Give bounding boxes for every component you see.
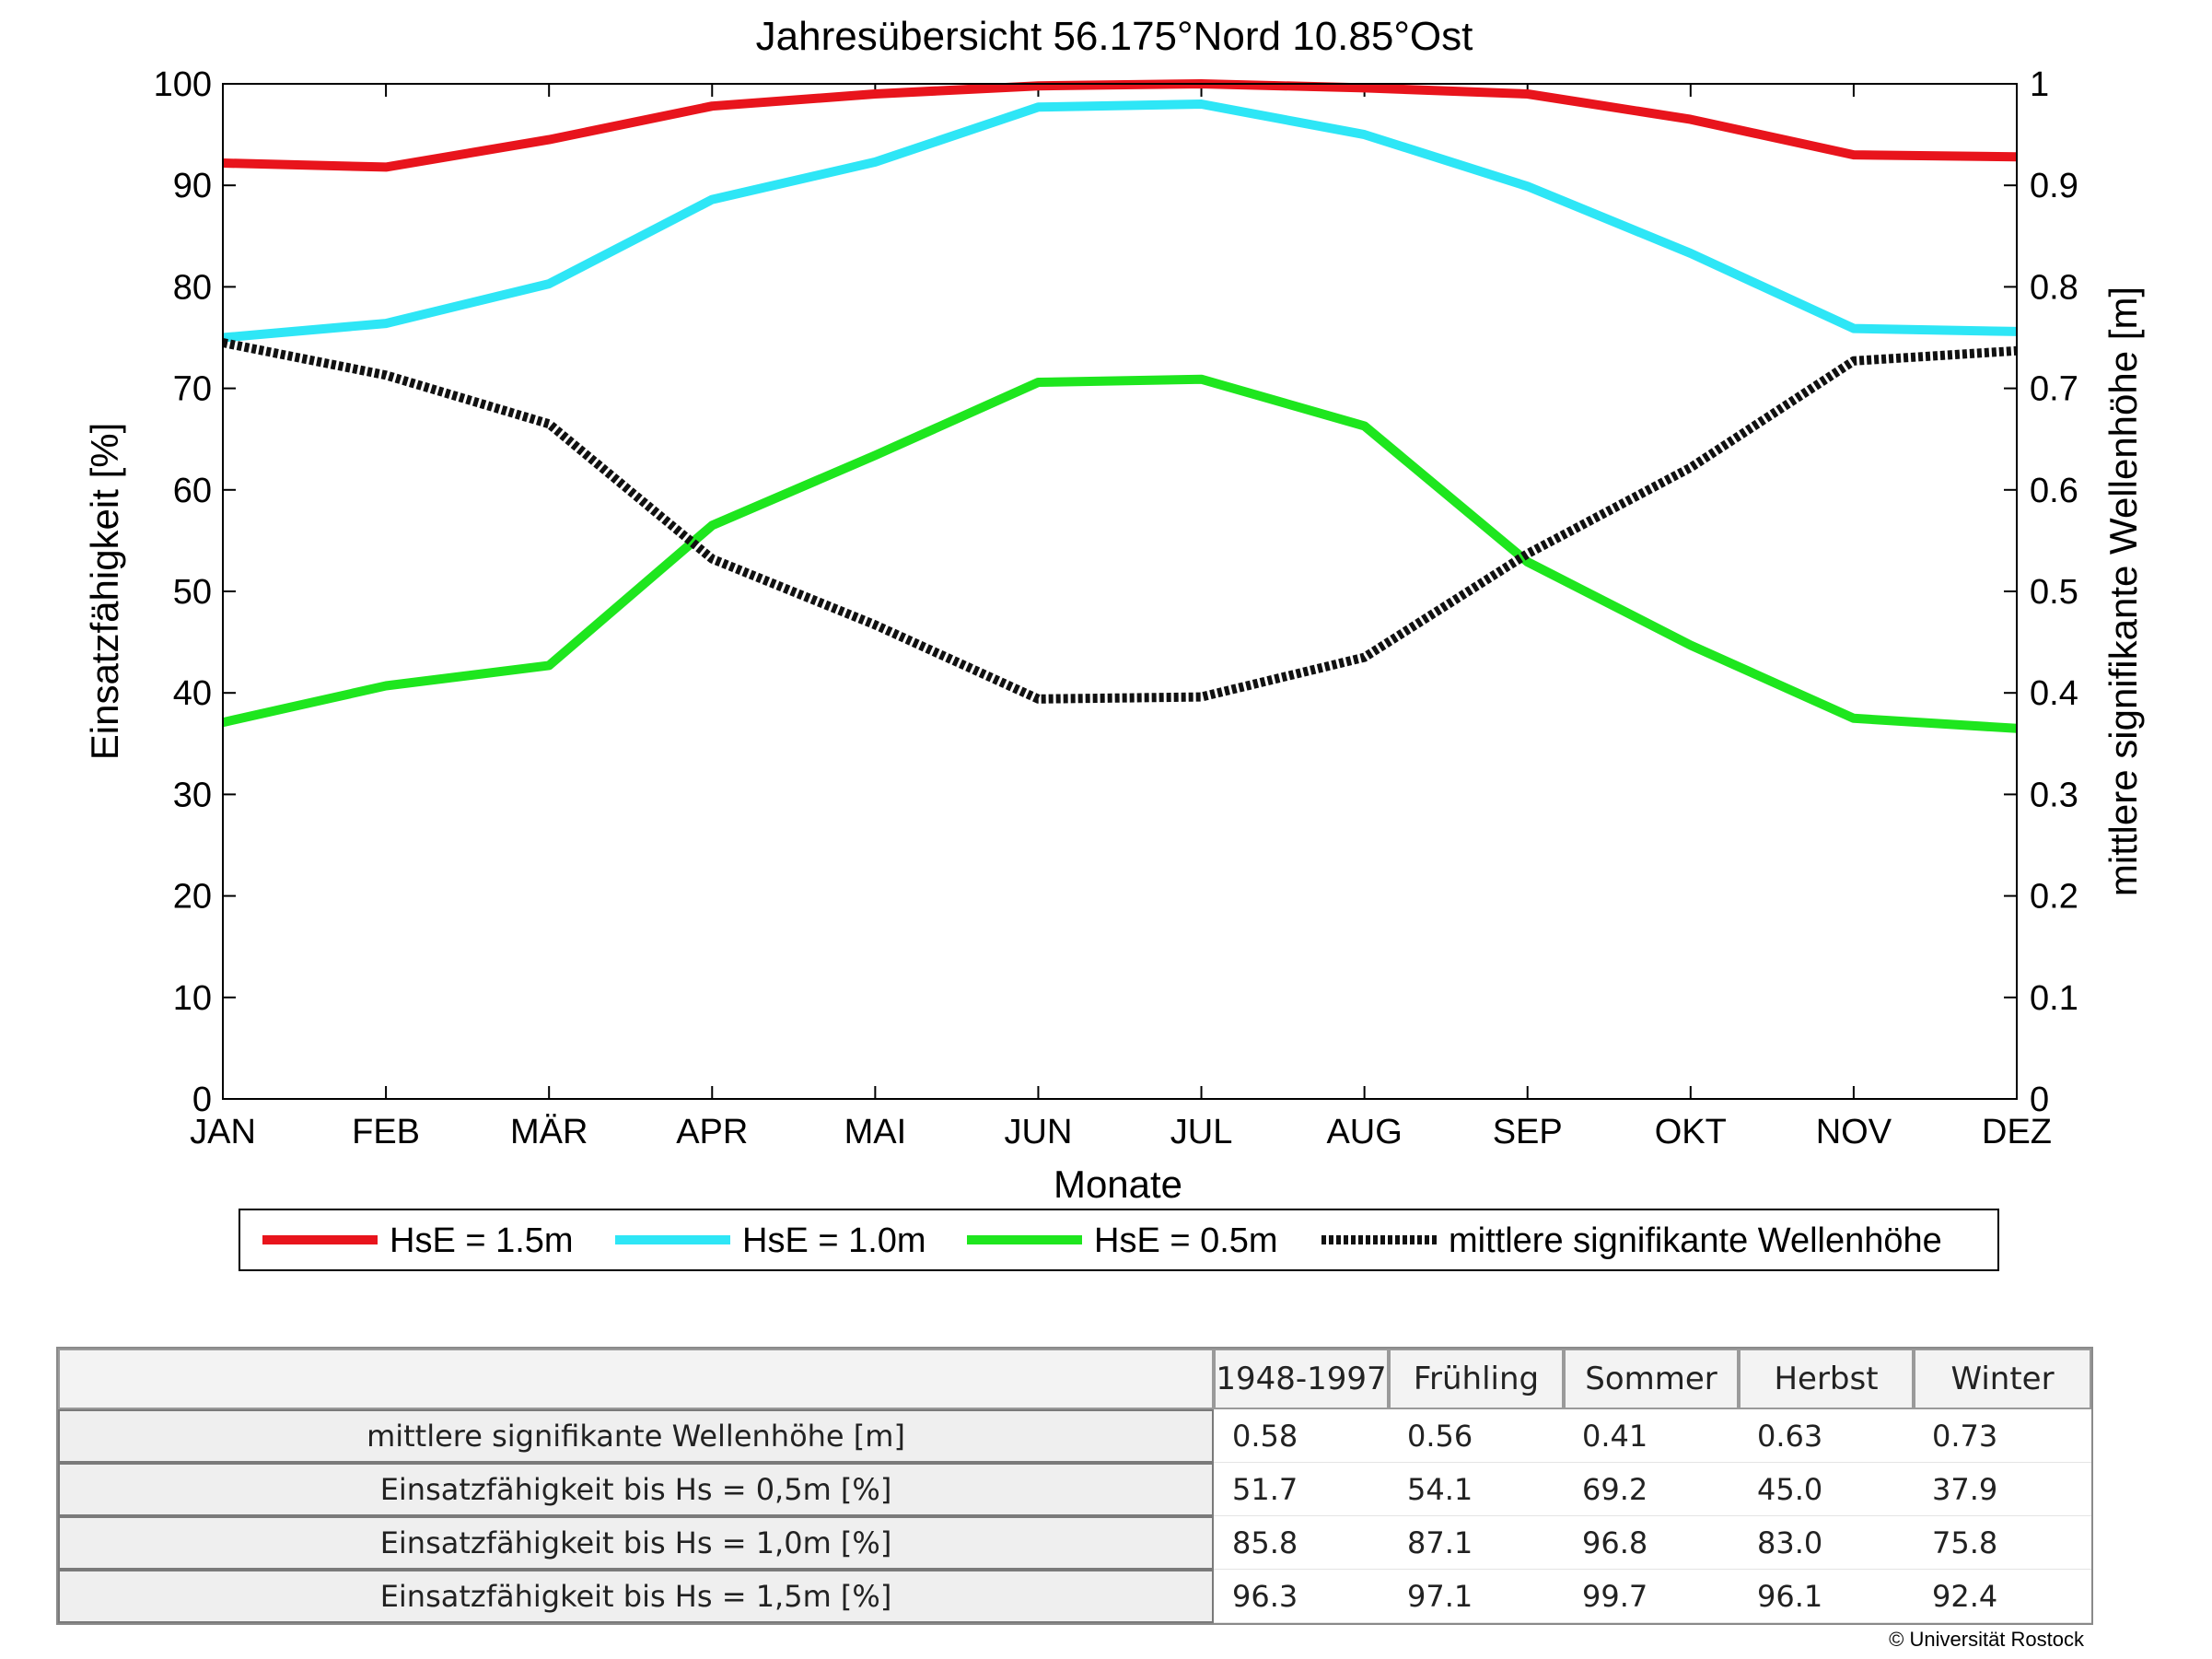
x-tick-label: MÄR (510, 1113, 588, 1151)
table-row: Einsatzfähigkeit bis Hs = 1,5m [%] 96.3 … (58, 1570, 2091, 1623)
y-tick-label-left: 50 (173, 573, 212, 612)
y-tick-label-right: 0.5 (2030, 573, 2078, 612)
table-cell: 96.3 (1214, 1570, 1389, 1623)
x-tick-label: JUL (1170, 1113, 1233, 1151)
y-tick-label-left: 30 (173, 776, 212, 814)
y-tick-label-left: 10 (173, 979, 212, 1018)
row-header: Einsatzfähigkeit bis Hs = 0,5m [%] (58, 1463, 1214, 1516)
y-tick-label-right: 0.8 (2030, 268, 2078, 307)
legend-label: HsE = 0.5m (1094, 1221, 1278, 1260)
y-tick-label-right: 0.4 (2030, 674, 2078, 713)
x-tick-label: NOV (1816, 1113, 1892, 1151)
x-tick-label: FEB (352, 1113, 420, 1151)
y-tick-label-left: 20 (173, 878, 212, 917)
table-cell: 92.4 (1914, 1570, 2091, 1623)
y-tick-label-right: 0.7 (2030, 370, 2078, 409)
table-cell: 0.73 (1914, 1409, 2091, 1463)
table-row: Einsatzfähigkeit bis Hs = 0,5m [%] 51.7 … (58, 1463, 2091, 1516)
wave-chart: Jahresübersicht 56.175°Nord 10.85°Ost JA… (83, 14, 2145, 1271)
x-tick-label: APR (676, 1113, 748, 1151)
column-header: Frühling (1389, 1349, 1564, 1409)
table-header-row: 1948-1997 Frühling Sommer Herbst Winter (58, 1349, 2091, 1409)
y-tick-label-right: 0.1 (2030, 979, 2078, 1018)
table-cell: 75.8 (1914, 1516, 2091, 1570)
column-header: Herbst (1739, 1349, 1914, 1409)
x-tick-label: MAI (844, 1113, 907, 1151)
row-header: Einsatzfähigkeit bis Hs = 1,0m [%] (58, 1516, 1214, 1570)
table-cell: 37.9 (1914, 1463, 2091, 1516)
table-cell: 69.2 (1564, 1463, 1739, 1516)
legend-label: HsE = 1.0m (742, 1221, 926, 1260)
legend: HsE = 1.5m HsE = 1.0m HsE = 0.5m mittlere s… (239, 1209, 1999, 1271)
y-tick-label-right: 0.3 (2030, 776, 2078, 814)
table-cell: 51.7 (1214, 1463, 1389, 1516)
series-line-hse-0-5m (221, 374, 2018, 733)
statistics-table: 1948-1997 Frühling Sommer Herbst Winter … (56, 1347, 2093, 1625)
y-tick-label-right: 0.9 (2030, 167, 2078, 205)
table-cell: 83.0 (1739, 1516, 1914, 1570)
table-cell: 97.1 (1389, 1570, 1564, 1623)
legend-label: HsE = 1.5m (390, 1221, 574, 1260)
table-cell: 45.0 (1739, 1463, 1914, 1516)
y-tick-label-right: 0.2 (2030, 878, 2078, 917)
column-header: 1948-1997 (1214, 1349, 1389, 1409)
y-axis-label-left: Einsatzfähigkeit [%] (83, 423, 126, 761)
table-cell: 87.1 (1389, 1516, 1564, 1570)
tick-layer: JAN FEB MÄR APR MAI JUN JUL AUG SEP OKT NOV DEZ0102… (154, 65, 2078, 1151)
y-tick-label-right: 0.6 (2030, 472, 2078, 510)
y-axis-label-right: mittlere signifikante Wellenhöhe [m] (2101, 286, 2145, 896)
table-cell: 96.1 (1739, 1570, 1914, 1623)
x-tick-label: DEZ (1982, 1113, 2052, 1151)
y-tick-label-left: 100 (154, 65, 212, 104)
table-cell: 99.7 (1564, 1570, 1739, 1623)
y-tick-label-left: 60 (173, 472, 212, 510)
series-line-mittlere-signifikante-wellenh-he (222, 338, 2018, 704)
y-tick-label-left: 90 (173, 167, 212, 205)
x-tick-label: OKT (1655, 1113, 1727, 1151)
y-tick-label-right: 1 (2030, 65, 2049, 104)
legend-label: mittlere signifikante Wellenhöhe (1449, 1221, 1942, 1260)
x-axis-label: Monate (1054, 1162, 1182, 1206)
chart-title: Jahresübersicht 56.175°Nord 10.85°Ost (756, 14, 1473, 59)
table-cell: 0.63 (1739, 1409, 1914, 1463)
copyright-notice: © Universität Rostock (1889, 1628, 2084, 1651)
x-tick-label: AUG (1326, 1113, 1402, 1151)
series-layer (221, 79, 2018, 733)
legend-frame (239, 1209, 1999, 1271)
column-header: Sommer (1564, 1349, 1739, 1409)
table-row: mittlere signifikante Wellenhöhe [m] 0.5… (58, 1409, 2091, 1463)
table-corner-cell (58, 1349, 1214, 1409)
y-tick-label-left: 40 (173, 674, 212, 713)
y-tick-label-right: 0 (2030, 1081, 2049, 1119)
y-tick-label-left: 70 (173, 370, 212, 409)
x-tick-label: JAN (190, 1113, 256, 1151)
table-cell: 0.41 (1564, 1409, 1739, 1463)
series-line-hse-1-0m (222, 99, 2018, 343)
table-cell: 0.56 (1389, 1409, 1564, 1463)
column-header: Winter (1914, 1349, 2091, 1409)
table-cell: 54.1 (1389, 1463, 1564, 1516)
x-tick-label: JUN (1005, 1113, 1073, 1151)
series-line-hse-1-5m (222, 79, 2018, 172)
y-tick-label-left: 80 (173, 268, 212, 307)
table-row: Einsatzfähigkeit bis Hs = 1,0m [%] 85.8 … (58, 1516, 2091, 1570)
row-header: Einsatzfähigkeit bis Hs = 1,5m [%] (58, 1570, 1214, 1623)
table-cell: 85.8 (1214, 1516, 1389, 1570)
y-tick-label-left: 0 (192, 1081, 212, 1119)
table-cell: 0.58 (1214, 1409, 1389, 1463)
row-header: mittlere signifikante Wellenhöhe [m] (58, 1409, 1214, 1463)
plot-frame (222, 83, 2018, 1100)
table-cell: 96.8 (1564, 1516, 1739, 1570)
x-tick-label: SEP (1493, 1113, 1563, 1151)
